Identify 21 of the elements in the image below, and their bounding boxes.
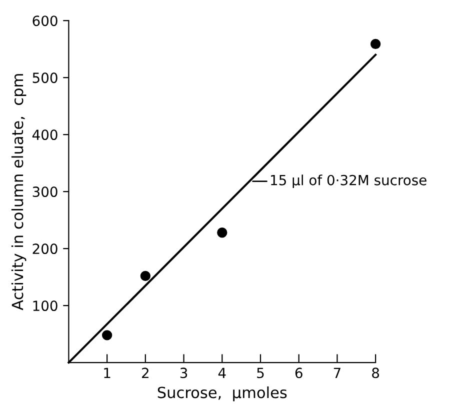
point — [140, 270, 150, 282]
x-tick-label: 7 — [334, 368, 340, 378]
x-tick-label: 3 — [180, 368, 188, 378]
annotation: 15 µl of 0·32M sucrose — [271, 174, 426, 188]
x-tick-label: 8 — [372, 368, 380, 378]
y-axis-title: Activity in column eluate, cpm — [11, 74, 26, 310]
point — [370, 38, 381, 50]
x-tick-label: 5 — [257, 368, 264, 378]
point — [102, 330, 112, 340]
y-tick-label: 400 — [32, 130, 58, 140]
point — [217, 228, 228, 238]
x-tick-label: 1 — [104, 368, 110, 378]
x-tick-label: 4 — [218, 368, 226, 378]
y-tick-label: 300 — [32, 186, 58, 198]
y-tick-label: 500 — [32, 72, 58, 84]
x-axis-title: Sucrose, µmoles — [158, 386, 287, 402]
x-tick-label: 2 — [142, 368, 148, 378]
y-tick-label: 200 — [32, 244, 58, 254]
y-tick-label: 100 — [33, 300, 58, 312]
y-tick-label: 600 — [32, 16, 58, 26]
x-tick-label: 6 — [295, 368, 302, 378]
